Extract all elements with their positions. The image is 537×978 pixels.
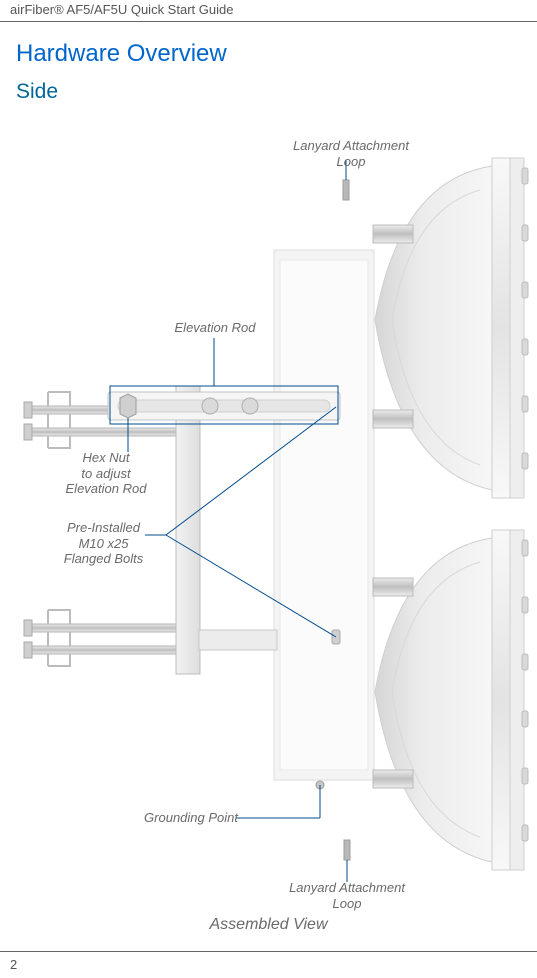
- label-bolts: Pre-Installed M10 x25 Flanged Bolts: [56, 520, 151, 567]
- diagram-area: Lanyard Attachment Loop Elevation Rod He…: [0, 130, 537, 950]
- caption-assembled-view: Assembled View: [210, 916, 328, 934]
- label-grounding: Grounding Point: [118, 810, 238, 826]
- page-header: airFiber® AF5/AF5U Quick Start Guide: [0, 0, 537, 22]
- label-elevation-rod: Elevation Rod: [160, 320, 270, 336]
- footer-rule: [0, 951, 537, 952]
- header-title: airFiber® AF5/AF5U Quick Start Guide: [10, 2, 233, 17]
- heading-hardware-overview: Hardware Overview: [16, 40, 537, 68]
- page-number: 2: [10, 957, 17, 972]
- label-lanyard-bottom: Lanyard Attachment Loop: [282, 880, 412, 911]
- label-lanyard-top: Lanyard Attachment Loop: [286, 138, 416, 169]
- label-hex-nut: Hex Nut to adjust Elevation Rod: [56, 450, 156, 497]
- heading-side: Side: [16, 80, 537, 104]
